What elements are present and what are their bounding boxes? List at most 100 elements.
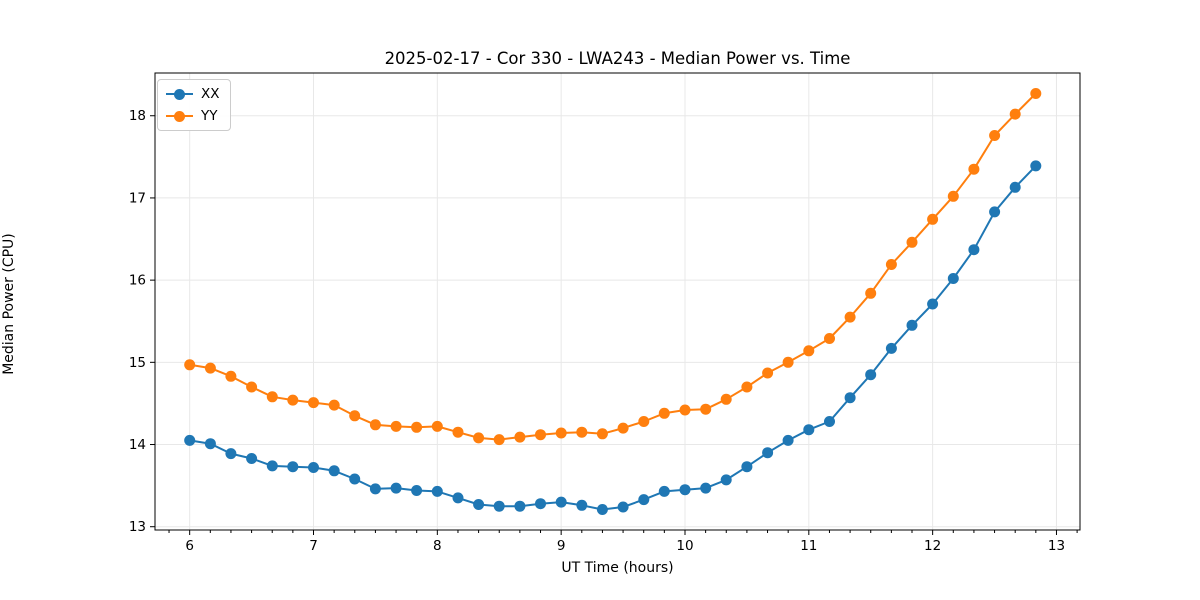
data-point-yy (762, 367, 774, 379)
data-point-yy (473, 432, 485, 444)
data-point-xx (411, 485, 423, 496)
y-tick-label: 16 (129, 273, 146, 289)
data-point-yy (184, 359, 196, 371)
legend-line-marker-icon (166, 111, 193, 122)
data-point-yy (885, 259, 897, 270)
legend-label: YY (201, 108, 218, 124)
data-point-xx (1009, 181, 1021, 193)
data-point-yy (782, 356, 794, 368)
data-point-xx (824, 416, 835, 427)
legend-dot-icon (174, 89, 185, 100)
data-point-yy (824, 333, 835, 344)
data-point-yy (246, 381, 258, 393)
data-point-xx (989, 206, 1001, 218)
data-point-xx (473, 499, 485, 510)
plot-background (155, 73, 1080, 530)
data-point-xx (947, 273, 959, 284)
data-point-xx (452, 492, 464, 504)
data-point-yy (617, 422, 629, 434)
data-point-yy (720, 393, 732, 405)
x-tick-label: 8 (433, 538, 442, 554)
data-point-xx (1030, 160, 1042, 172)
data-point-yy (349, 410, 361, 422)
data-point-yy (535, 429, 546, 441)
data-point-xx (246, 453, 258, 464)
data-point-xx (576, 499, 588, 511)
data-point-yy (266, 391, 278, 403)
axes-spines (154, 72, 1081, 531)
data-point-xx (865, 369, 877, 381)
data-point-yy (452, 426, 464, 438)
data-point-xx (184, 434, 196, 446)
y-axis-label: Median Power (CPU) (1, 233, 17, 375)
data-point-xx (762, 447, 774, 459)
data-point-xx (617, 501, 629, 513)
legend: XX YY (157, 79, 231, 131)
data-point-xx (844, 392, 856, 404)
legend-line-marker-icon (166, 89, 193, 100)
y-tick-label: 15 (129, 355, 146, 371)
x-tick-label: 9 (557, 538, 566, 554)
x-tick-label: 11 (800, 538, 817, 554)
y-tick-label: 17 (129, 190, 146, 206)
legend-dot-icon (174, 111, 185, 122)
data-point-yy (638, 416, 650, 427)
data-point-yy (493, 434, 505, 446)
data-point-yy (968, 163, 980, 175)
data-point-yy (308, 397, 319, 409)
x-axis-label: UT Time (hours) (561, 560, 674, 576)
data-point-xx (906, 319, 918, 331)
data-point-yy (679, 404, 691, 416)
data-point-xx (390, 482, 402, 494)
data-point-xx (225, 448, 237, 460)
data-point-yy (555, 427, 567, 439)
data-point-yy (287, 394, 299, 406)
data-point-yy (225, 370, 237, 382)
data-point-yy (658, 407, 670, 419)
data-point-yy (390, 420, 402, 432)
data-point-xx (266, 460, 278, 472)
x-tick-label: 6 (185, 538, 194, 554)
legend-label: XX (201, 86, 220, 102)
legend-item-yy: YY (166, 107, 220, 125)
data-point-yy (947, 190, 959, 202)
data-point-xx (700, 482, 712, 494)
data-point-xx (679, 484, 691, 496)
data-point-yy (865, 287, 877, 299)
data-point-yy (803, 345, 815, 357)
data-point-yy (431, 420, 443, 432)
data-point-xx (658, 485, 670, 497)
data-point-yy (844, 311, 856, 323)
data-point-xx (308, 462, 319, 473)
x-tick-label: 10 (676, 538, 693, 554)
data-point-yy (369, 419, 381, 431)
data-point-yy (927, 213, 939, 225)
data-point-xx (349, 473, 361, 485)
legend-item-xx: XX (166, 85, 220, 103)
x-tick-label: 13 (1048, 538, 1065, 554)
data-point-yy (700, 403, 712, 415)
data-point-xx (927, 298, 939, 310)
data-point-xx (741, 461, 753, 473)
data-point-yy (1009, 108, 1021, 120)
data-point-xx (782, 434, 794, 446)
data-point-xx (431, 485, 443, 497)
data-point-yy (741, 381, 753, 393)
y-tick-label: 14 (129, 437, 146, 453)
data-point-xx (555, 496, 567, 508)
chart-title: 2025-02-17 - Cor 330 - LWA243 - Median P… (384, 49, 851, 68)
y-tick-label: 18 (129, 108, 146, 124)
data-point-xx (720, 474, 732, 486)
data-point-xx (535, 498, 546, 510)
data-point-yy (1030, 88, 1042, 99)
data-point-xx (369, 483, 381, 495)
x-tick-label: 7 (309, 538, 318, 554)
x-tick-label: 12 (924, 538, 941, 554)
data-point-xx (493, 500, 505, 512)
data-point-yy (596, 428, 608, 440)
y-tick-label: 13 (129, 519, 146, 535)
data-point-xx (204, 438, 216, 450)
data-point-yy (514, 431, 526, 443)
